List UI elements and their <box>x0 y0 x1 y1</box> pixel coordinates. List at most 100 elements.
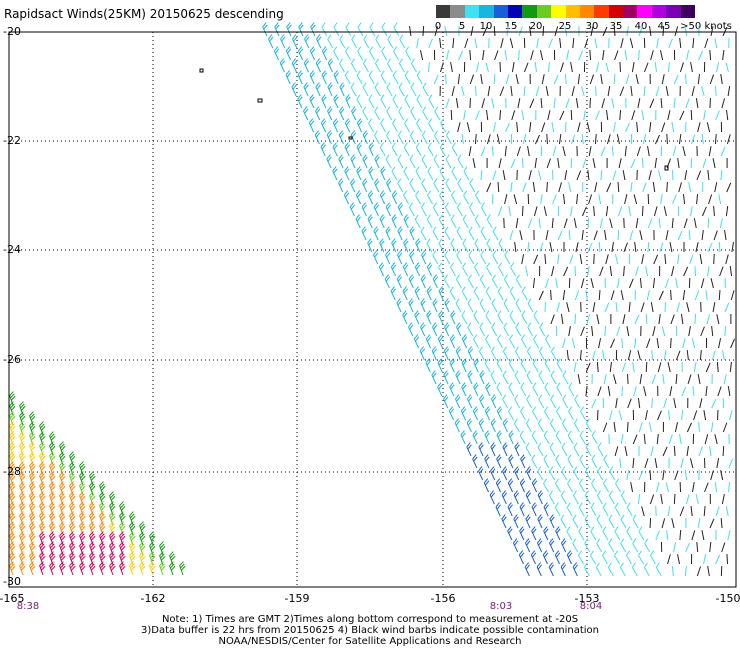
wind-barb <box>667 362 671 373</box>
wind-barb <box>475 85 477 97</box>
wind-barb <box>393 46 400 61</box>
wind-barb <box>731 242 734 253</box>
wind-barb <box>562 194 566 205</box>
wind-barb <box>309 70 315 85</box>
wind-barb <box>620 514 627 529</box>
wind-barb <box>439 190 446 205</box>
wind-barb <box>622 314 626 325</box>
wind-barb <box>626 470 630 481</box>
wind-barb <box>455 346 462 361</box>
wind-barb <box>59 531 66 546</box>
wind-barb <box>617 181 620 193</box>
wind-barb <box>663 350 667 361</box>
wind-barb <box>635 74 639 85</box>
wind-barb <box>69 541 76 556</box>
wind-barb <box>702 158 707 169</box>
wind-barb <box>701 530 705 541</box>
wind-barb <box>597 386 602 397</box>
wind-barb <box>280 34 286 49</box>
wind-barb <box>89 471 96 486</box>
wind-barb <box>472 158 476 169</box>
wind-barb <box>658 290 664 301</box>
wind-barb <box>722 422 728 433</box>
wind-barb <box>79 501 86 516</box>
wind-barb <box>508 206 511 217</box>
wind-barb <box>584 514 591 529</box>
wind-barb <box>701 134 704 145</box>
wind-barb <box>551 122 555 133</box>
legend-swatch <box>522 5 537 18</box>
wind-barb <box>624 50 628 61</box>
wind-barb <box>615 302 618 313</box>
wind-barb <box>497 310 504 325</box>
wind-barb <box>409 26 412 37</box>
wind-barb <box>414 310 420 325</box>
wind-barb <box>549 418 556 433</box>
wind-barb <box>297 94 303 109</box>
island-outline <box>257 98 263 103</box>
wind-barb <box>450 62 453 73</box>
wind-barb <box>79 471 86 486</box>
wind-barb <box>89 481 96 496</box>
wind-barb <box>552 194 557 205</box>
wind-barb <box>668 434 673 445</box>
wind-barb <box>425 358 431 373</box>
wind-barb <box>572 490 579 505</box>
wind-barb <box>409 178 416 193</box>
wind-barb <box>704 482 709 493</box>
wind-barb <box>544 358 551 373</box>
wind-barb <box>498 262 505 277</box>
wind-barb <box>525 442 532 457</box>
wind-barb <box>527 146 530 157</box>
wind-barb <box>498 158 502 169</box>
legend-swatch <box>464 5 480 18</box>
wind-barb <box>657 410 662 421</box>
wind-barb <box>630 482 634 493</box>
wind-barb <box>566 550 573 565</box>
wind-barb <box>538 394 545 409</box>
wind-barb <box>668 38 673 49</box>
wind-barb <box>486 134 491 145</box>
wind-barb <box>521 205 524 217</box>
wind-barb <box>643 85 646 97</box>
wind-barb <box>572 514 579 529</box>
legend-swatch <box>637 5 652 18</box>
wind-barb <box>485 382 491 397</box>
wind-barb <box>437 382 443 397</box>
wind-barb <box>545 86 549 97</box>
wind-barb <box>443 274 450 289</box>
wind-barb <box>505 122 510 133</box>
wind-barb <box>598 338 602 349</box>
wind-barb <box>386 82 393 97</box>
legend-swatch <box>594 5 609 18</box>
longitude-label: -165 <box>0 592 25 605</box>
wind-barb <box>649 98 655 109</box>
longitude-label: -150 <box>715 592 740 605</box>
wind-barb <box>638 470 644 481</box>
wind-barb <box>602 397 605 409</box>
wind-barb <box>685 542 691 553</box>
longitude-label: -162 <box>140 592 166 605</box>
wind-barb <box>469 97 471 109</box>
wind-barb <box>602 526 609 541</box>
wind-barb <box>714 434 718 445</box>
wind-barb <box>384 274 391 289</box>
wind-barb <box>713 205 715 217</box>
wind-barb <box>656 482 660 493</box>
wind-barb <box>586 314 591 325</box>
wind-barb <box>109 561 116 576</box>
wind-barb <box>662 446 668 457</box>
wind-barb <box>515 74 519 85</box>
wind-barb <box>532 406 538 421</box>
wind-barb <box>338 178 344 193</box>
wind-barb <box>485 334 491 349</box>
wind-barb <box>169 561 176 576</box>
wind-barb <box>682 146 686 157</box>
wind-barb <box>473 310 480 325</box>
wind-barb <box>392 94 399 109</box>
wind-barb <box>710 26 714 37</box>
wind-barb <box>427 142 434 157</box>
wind-barb <box>531 454 538 469</box>
wind-barb <box>673 493 676 505</box>
wind-barb <box>432 298 438 313</box>
